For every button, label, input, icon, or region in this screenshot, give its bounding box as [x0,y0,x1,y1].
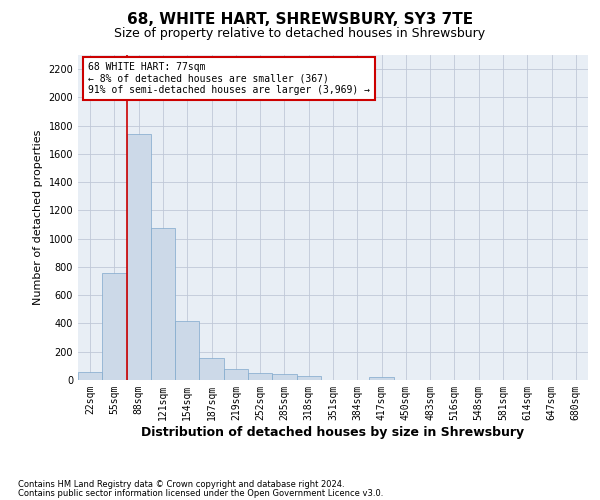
Bar [78,372,102,380]
Bar [224,368,248,380]
Y-axis label: Number of detached properties: Number of detached properties [33,130,43,305]
Bar [370,377,394,380]
Text: Size of property relative to detached houses in Shrewsbury: Size of property relative to detached ho… [115,28,485,40]
X-axis label: Distribution of detached houses by size in Shrewsbury: Distribution of detached houses by size … [142,426,524,438]
Text: 68 WHITE HART: 77sqm
← 8% of detached houses are smaller (367)
91% of semi-detac: 68 WHITE HART: 77sqm ← 8% of detached ho… [88,62,370,94]
Bar [127,134,151,380]
Bar [102,272,127,380]
Bar [248,374,272,380]
Bar [199,358,224,380]
Bar [175,320,199,380]
Text: 68, WHITE HART, SHREWSBURY, SY3 7TE: 68, WHITE HART, SHREWSBURY, SY3 7TE [127,12,473,28]
Bar [151,228,175,380]
Bar [296,376,321,380]
Text: Contains public sector information licensed under the Open Government Licence v3: Contains public sector information licen… [18,489,383,498]
Text: Contains HM Land Registry data © Crown copyright and database right 2024.: Contains HM Land Registry data © Crown c… [18,480,344,489]
Bar [272,374,296,380]
